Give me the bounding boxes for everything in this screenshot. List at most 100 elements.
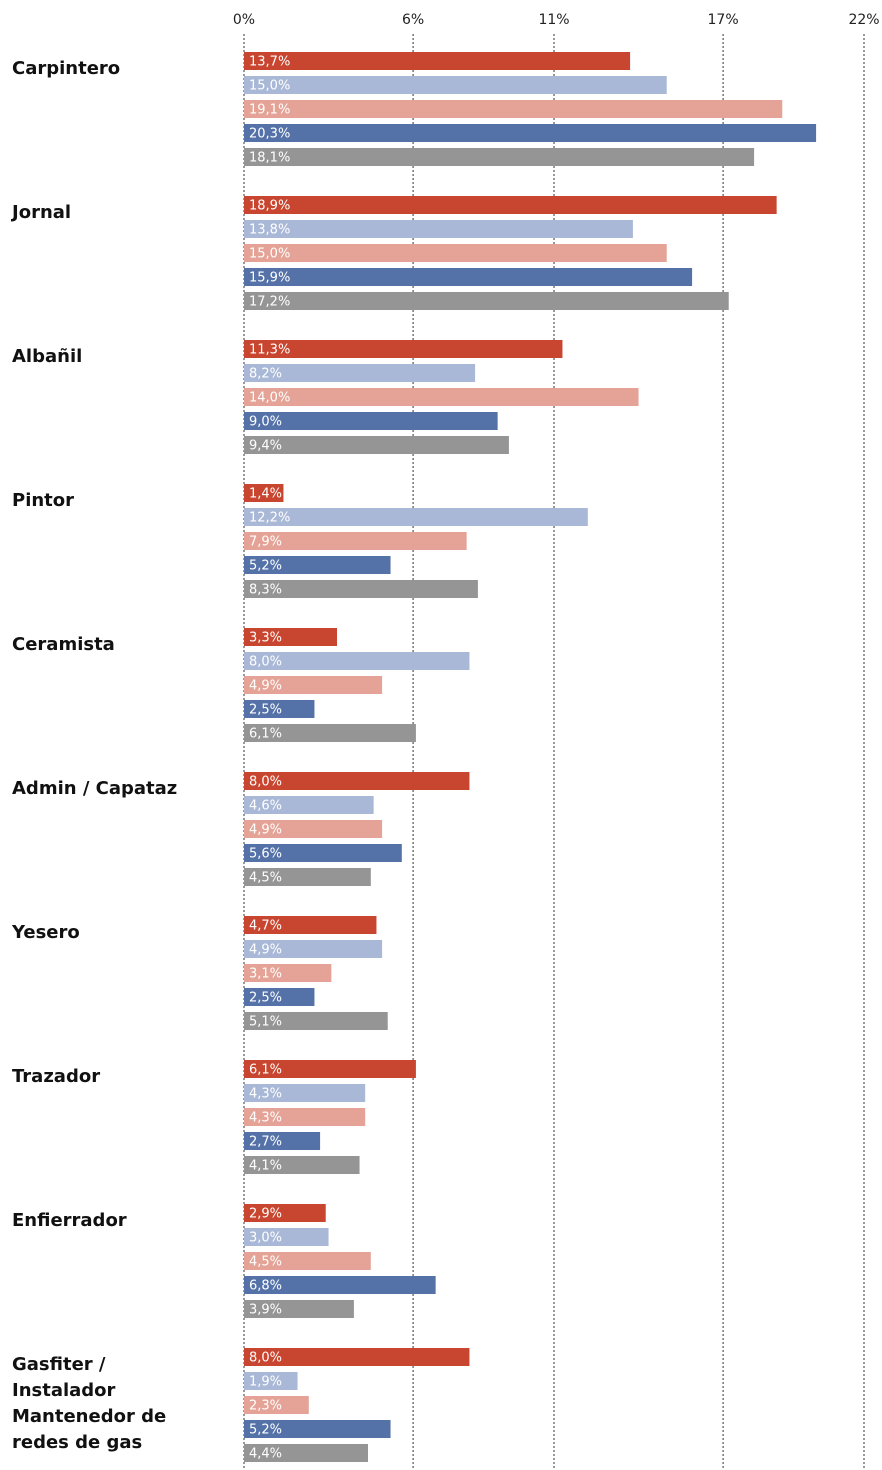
value-label: 17,2% — [249, 295, 290, 310]
bar — [244, 1060, 416, 1078]
bar — [244, 1348, 470, 1366]
bar — [244, 700, 315, 718]
value-label: 12,2% — [249, 511, 290, 526]
bar — [244, 1012, 388, 1030]
bar — [244, 1396, 309, 1414]
value-label: 4,1% — [249, 1159, 282, 1174]
x-tick-label: 22% — [848, 12, 879, 28]
x-tick-label: 11% — [538, 12, 569, 28]
value-label: 7,9% — [249, 535, 282, 550]
value-label: 4,5% — [249, 871, 282, 886]
value-label: 4,4% — [249, 1447, 282, 1462]
x-tick-label: 17% — [708, 12, 739, 28]
bar — [244, 1228, 329, 1246]
value-label: 4,9% — [249, 943, 282, 958]
x-tick-label: 0% — [233, 12, 255, 28]
bar — [244, 196, 777, 214]
bar — [244, 628, 337, 646]
value-label: 2,5% — [249, 991, 282, 1006]
bar — [244, 364, 476, 382]
value-label: 5,6% — [249, 847, 282, 862]
bar — [244, 1444, 368, 1462]
bar — [244, 652, 470, 670]
value-label: 3,9% — [249, 1303, 282, 1318]
bar — [244, 76, 667, 94]
value-label: 4,9% — [249, 679, 282, 694]
category-label: Ceramista — [12, 634, 115, 655]
category-label: Yesero — [12, 922, 80, 943]
bar — [244, 124, 817, 142]
value-label: 2,9% — [249, 1207, 282, 1222]
value-label: 8,2% — [249, 367, 282, 382]
value-label: 2,3% — [249, 1399, 282, 1414]
bar — [244, 988, 315, 1006]
bar — [244, 52, 631, 70]
value-label: 8,0% — [249, 775, 282, 790]
value-label: 3,3% — [249, 631, 282, 646]
category-label: Jornal — [12, 202, 72, 223]
bar — [244, 1156, 360, 1174]
category-label: Albañil — [12, 346, 83, 367]
bar — [244, 1084, 366, 1102]
value-label: 3,0% — [249, 1231, 282, 1246]
bar — [244, 676, 383, 694]
value-label: 4,9% — [249, 823, 282, 838]
value-label: 4,3% — [249, 1087, 282, 1102]
bar — [244, 268, 693, 286]
bar — [244, 1252, 371, 1270]
value-label: 19,1% — [249, 103, 290, 118]
value-label: 2,5% — [249, 703, 282, 718]
category-label: Carpintero — [12, 58, 121, 79]
value-label: 5,2% — [249, 559, 282, 574]
bar — [244, 148, 755, 166]
bar — [244, 844, 402, 862]
value-label: 9,0% — [249, 415, 282, 430]
value-label: 1,9% — [249, 1375, 282, 1390]
bar — [244, 724, 416, 742]
value-label: 8,0% — [249, 1351, 282, 1366]
bar — [244, 868, 371, 886]
value-label: 2,7% — [249, 1135, 282, 1150]
bar — [244, 772, 470, 790]
value-label: 6,1% — [249, 1063, 282, 1078]
bar — [244, 1204, 326, 1222]
bar — [244, 580, 478, 598]
value-label: 4,6% — [249, 799, 282, 814]
value-label: 18,1% — [249, 151, 290, 166]
value-label: 1,4% — [249, 487, 282, 502]
bar — [244, 1132, 321, 1150]
value-label: 18,9% — [249, 199, 290, 214]
value-label: 15,9% — [249, 271, 290, 286]
value-label: 6,1% — [249, 727, 282, 742]
bar — [244, 964, 332, 982]
bar — [244, 340, 563, 358]
value-label: 8,3% — [249, 583, 282, 598]
bar — [244, 100, 783, 118]
bar — [244, 508, 588, 526]
bar — [244, 1300, 354, 1318]
bar — [244, 1276, 436, 1294]
bar — [244, 916, 377, 934]
bar — [244, 1372, 298, 1390]
bar — [244, 388, 639, 406]
value-label: 6,8% — [249, 1279, 282, 1294]
value-label: 13,8% — [249, 223, 290, 238]
value-label: 11,3% — [249, 343, 290, 358]
bar — [244, 412, 498, 430]
bar — [244, 940, 383, 958]
bar — [244, 532, 467, 550]
bar — [244, 820, 383, 838]
value-label: 9,4% — [249, 439, 282, 454]
category-label: Gasfiter / Instalador Mantenedor de rede… — [12, 1354, 167, 1453]
value-label: 4,3% — [249, 1111, 282, 1126]
bar — [244, 556, 391, 574]
value-label: 15,0% — [249, 247, 290, 262]
bar — [244, 436, 509, 454]
bar — [244, 244, 667, 262]
category-label: Trazador — [12, 1066, 101, 1087]
value-label: 8,0% — [249, 655, 282, 670]
x-tick-label: 6% — [402, 12, 424, 28]
bar — [244, 1420, 391, 1438]
